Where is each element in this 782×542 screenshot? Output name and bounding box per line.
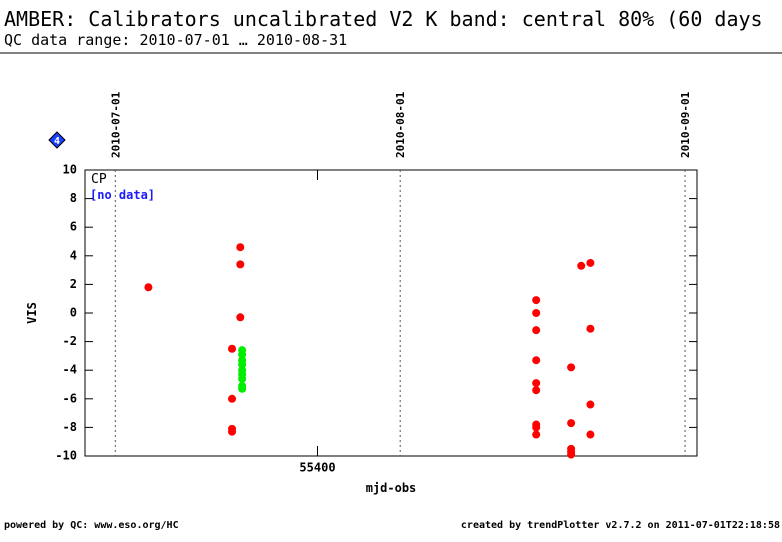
data-point — [567, 363, 576, 372]
data-point — [238, 360, 247, 369]
data-point — [144, 283, 153, 292]
y-tick-label: -6 — [63, 391, 77, 405]
data-point — [236, 313, 245, 322]
date-label: 2010-09-01 — [679, 91, 692, 158]
y-tick-label: 0 — [70, 306, 77, 320]
date-label: 2010-07-01 — [109, 91, 122, 158]
y-axis-label: VIS — [25, 302, 39, 324]
y-tick-label: 10 — [63, 163, 77, 177]
y-tick-label: -8 — [63, 420, 77, 434]
y-tick-label: 8 — [70, 191, 77, 205]
chart-subtitle: QC data range: 2010-07-01 … 2010-08-31 — [4, 31, 347, 49]
data-point — [532, 386, 541, 395]
data-point — [228, 427, 237, 436]
y-tick-label: -10 — [55, 449, 77, 463]
data-point — [236, 260, 245, 269]
chart-title: AMBER: Calibrators uncalibrated V2 K ban… — [4, 7, 763, 31]
data-point — [228, 394, 237, 403]
data-point — [586, 258, 595, 267]
plot-frame — [84, 169, 698, 457]
data-point — [532, 423, 541, 432]
data-point — [586, 430, 595, 439]
data-point — [238, 350, 247, 359]
x-tick-label: 55400 — [299, 461, 335, 475]
data-point — [586, 400, 595, 409]
panel-note: [no data] — [90, 188, 155, 202]
y-tick-label: 6 — [70, 220, 77, 234]
data-point — [228, 344, 237, 353]
data-point — [532, 309, 541, 317]
y-tick-label: -4 — [63, 363, 77, 377]
data-point — [532, 296, 541, 305]
data-point — [238, 384, 247, 393]
date-label: 2010-08-01 — [394, 91, 407, 158]
y-tick-label: 2 — [70, 277, 77, 291]
data-point — [238, 374, 247, 383]
data-point — [532, 356, 541, 365]
x-axis-label: mjd-obs — [366, 481, 417, 495]
badge: 4 — [54, 136, 60, 147]
data-point — [567, 419, 576, 428]
panel-label: CP — [91, 172, 107, 187]
footer-right: created by trendPlotter v2.7.2 on 2011-0… — [461, 520, 780, 531]
footer-left: powered by QC: www.eso.org/HC — [4, 520, 179, 531]
data-point — [577, 261, 586, 270]
y-tick-label: -2 — [63, 334, 77, 348]
data-point — [532, 326, 541, 335]
data-point — [586, 324, 595, 333]
data-point — [567, 450, 576, 459]
badge-icon — [48, 131, 66, 149]
data-point — [236, 243, 245, 252]
y-tick-label: 4 — [70, 248, 77, 262]
data-point — [532, 379, 541, 388]
data-point — [532, 430, 541, 439]
